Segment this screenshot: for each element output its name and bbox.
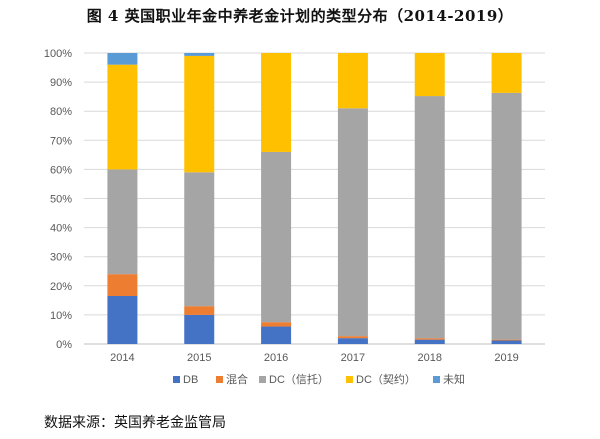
bar-segment <box>184 306 215 315</box>
legend-swatch <box>259 376 266 383</box>
bar-segment <box>184 53 215 56</box>
bar-segment <box>414 53 445 97</box>
y-tick-label: 0% <box>56 339 72 351</box>
bar-segment <box>107 53 138 65</box>
bar-segment <box>261 322 292 327</box>
bar-segment <box>107 274 138 296</box>
data-source: 数据来源：英国养老金监管局 <box>44 415 226 431</box>
y-tick-label: 80% <box>50 106 72 118</box>
y-tick-label: 90% <box>50 77 72 89</box>
legend-label: DC（契约） <box>356 372 416 386</box>
legend: DB 混合 DC（信托） DC（契约） 未知 <box>173 372 465 386</box>
bar-segment <box>107 169 138 275</box>
y-tick-label: 10% <box>50 310 72 322</box>
bar-segment <box>414 339 445 344</box>
bar-segment <box>491 339 522 341</box>
y-tick-label: 60% <box>50 164 72 176</box>
y-tick-label: 70% <box>50 135 72 147</box>
x-tick-label: 2019 <box>494 352 518 364</box>
y-axis: 0% 10% 20% 30% 40% 50% 60% 70% 80% 90% 100% <box>44 48 72 351</box>
y-tick-label: 30% <box>50 252 72 264</box>
bar-segment <box>337 108 368 337</box>
x-axis: 2014 2015 2016 2017 2018 2019 <box>110 352 519 364</box>
bar-segment <box>261 53 292 152</box>
legend-item: 混合 <box>216 372 248 386</box>
legend-swatch <box>433 376 440 383</box>
y-tick-label: 100% <box>44 48 72 60</box>
bar-segment <box>184 314 215 344</box>
bar-segment <box>414 338 445 340</box>
bar-segment <box>491 340 522 344</box>
bar-segment <box>337 53 368 109</box>
bar-segment <box>337 338 368 344</box>
legend-item: DB <box>173 374 198 386</box>
legend-swatch <box>216 376 223 383</box>
bar-segment <box>184 55 215 173</box>
bar-segment <box>491 53 522 93</box>
x-tick-label: 2018 <box>418 352 442 364</box>
gridlines <box>84 52 545 345</box>
legend-swatch <box>346 376 353 383</box>
legend-label: DB <box>183 374 198 386</box>
legend-item: DC（契约） <box>346 372 416 386</box>
y-tick-label: 20% <box>50 281 72 293</box>
legend-label: 混合 <box>226 372 248 386</box>
bar-segment <box>491 92 522 340</box>
bar-segment <box>261 151 292 323</box>
y-tick-label: 50% <box>50 194 72 206</box>
chart-title: 图 4 英国职业年金中养老金计划的类型分布（2014-2019） <box>86 7 514 25</box>
bar-segment <box>337 336 368 339</box>
y-tick-label: 40% <box>50 223 72 235</box>
legend-label: DC（信托） <box>269 372 329 386</box>
bar-segment <box>107 64 138 170</box>
bar-segment <box>261 326 292 344</box>
legend-label: 未知 <box>443 372 465 386</box>
legend-item: 未知 <box>433 372 465 386</box>
legend-swatch <box>173 376 180 383</box>
legend-item: DC（信托） <box>259 372 329 386</box>
bar-segment <box>414 96 445 339</box>
bar-segment <box>107 295 138 344</box>
x-tick-label: 2014 <box>110 352 134 364</box>
x-tick-label: 2016 <box>264 352 288 364</box>
x-tick-label: 2015 <box>187 352 211 364</box>
bars <box>107 53 522 344</box>
x-tick-label: 2017 <box>341 352 365 364</box>
bar-segment <box>184 172 215 307</box>
